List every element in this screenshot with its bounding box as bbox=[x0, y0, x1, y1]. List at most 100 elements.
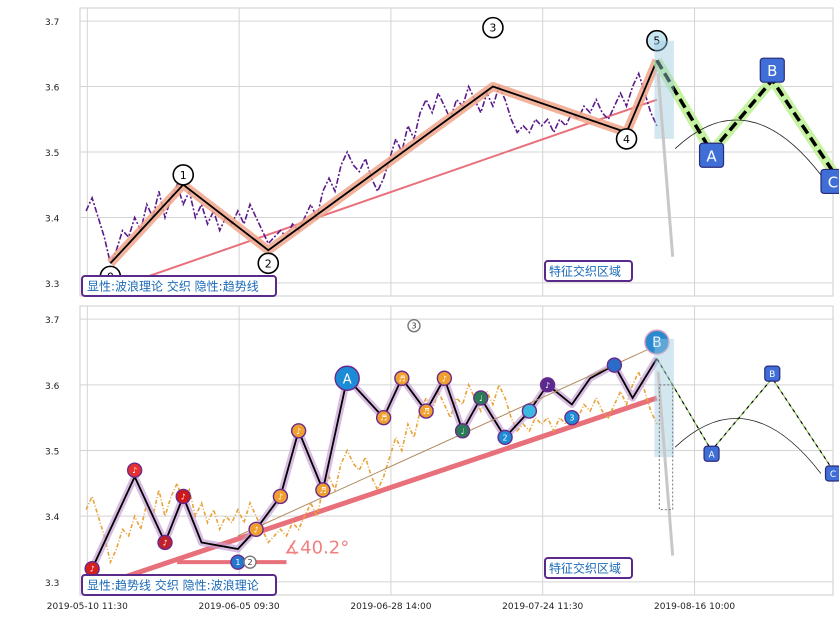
zone-label-box bbox=[544, 260, 633, 282]
zone-drop bbox=[656, 371, 675, 556]
forecast-line bbox=[655, 59, 835, 173]
wave-marker bbox=[521, 403, 538, 419]
wave-marker bbox=[646, 29, 668, 52]
forecast-label: A bbox=[706, 147, 717, 165]
marker-label: 2 bbox=[503, 433, 508, 442]
forecast-marker bbox=[759, 57, 785, 83]
trend-line bbox=[109, 395, 658, 585]
forecast-line-accent bbox=[656, 358, 834, 471]
wave-label: B bbox=[652, 335, 662, 351]
y-tick-label: 3.5 bbox=[45, 149, 59, 159]
forecast-label: B bbox=[769, 370, 775, 380]
marker-label: ♪ bbox=[442, 374, 447, 383]
legend-text: 显性:波浪理论 交织 隐性:趋势线 bbox=[87, 279, 259, 294]
wave-marker bbox=[257, 252, 280, 275]
bottom-panel: 3.3 3.4 3.5 3.6 3.7 ♪ ♪ ♪ ♪ 1 ♪ ♪ ♪ ♬ A ♬ ♬ ♬ ♪ ♩ ♩ 2 ♪ 3 2 3 B ∡40… bbox=[45, 305, 839, 596]
trend-line bbox=[110, 98, 658, 291]
y-tick-label: 3.7 bbox=[45, 18, 59, 28]
forecast-marker bbox=[703, 445, 720, 462]
zone-label: 特征交织区域 bbox=[549, 264, 621, 279]
wave-marker bbox=[243, 555, 257, 569]
wave-marker bbox=[315, 482, 331, 498]
marker-label: ♩ bbox=[479, 394, 483, 403]
fib-arc bbox=[674, 418, 822, 474]
legend-text: 显性:趋势线 交织 隐性:波浪理论 bbox=[87, 578, 259, 593]
y-tick-label: 3.5 bbox=[45, 448, 59, 458]
zone-shade bbox=[654, 40, 674, 139]
wave-marker bbox=[375, 409, 392, 426]
wave-marker bbox=[126, 462, 143, 478]
y-tick-label: 3.3 bbox=[45, 579, 59, 589]
marker-label: ♬ bbox=[319, 486, 326, 495]
wave-marker bbox=[157, 534, 173, 551]
y-tick-label: 3.6 bbox=[45, 382, 60, 392]
wave-marker bbox=[473, 390, 489, 406]
wave-marker bbox=[539, 377, 556, 393]
wave-marker bbox=[644, 329, 670, 355]
wave-marker bbox=[606, 357, 623, 373]
forecast-label: A bbox=[708, 450, 715, 460]
marker-label: ♪ bbox=[296, 427, 301, 436]
wave-marker bbox=[454, 423, 471, 439]
top-panel: 3.33.43.53.63.7012345ABC显性:波浪理论 交织 隐性:趋势… bbox=[45, 7, 839, 297]
y-tick-label: 3.3 bbox=[45, 280, 59, 290]
x-tick-label: 2019-07-24 11:30 bbox=[502, 602, 583, 612]
marker-label: ♩ bbox=[461, 427, 465, 436]
channel-upper bbox=[237, 344, 658, 537]
marker-label: ♪ bbox=[181, 492, 186, 501]
y-tick-label: 3.7 bbox=[45, 316, 59, 326]
fib-arc bbox=[674, 119, 822, 176]
wave-marker bbox=[334, 365, 360, 391]
forecast-marker bbox=[764, 365, 781, 382]
wave-label: 2 bbox=[265, 257, 272, 270]
zone-label-box bbox=[544, 557, 633, 579]
wave-label: 1 bbox=[180, 169, 187, 182]
forecast-marker bbox=[820, 168, 839, 195]
wave-marker bbox=[418, 403, 434, 419]
wave-marker bbox=[290, 423, 307, 439]
y-tick-label: 3.4 bbox=[45, 214, 60, 224]
wave-marker bbox=[436, 370, 453, 386]
forecast-label: C bbox=[828, 173, 838, 191]
legend-box bbox=[81, 275, 277, 297]
legend-box bbox=[81, 574, 277, 596]
marker-label: ♪ bbox=[254, 525, 259, 534]
wave-marker bbox=[564, 409, 580, 426]
angle-label: ∡40.2° bbox=[284, 538, 349, 559]
wave-marker bbox=[272, 488, 289, 505]
marker-label: ♬ bbox=[398, 374, 405, 383]
wave-label: 4 bbox=[623, 133, 630, 146]
forecast-marker bbox=[824, 465, 839, 482]
forecast-marker bbox=[698, 142, 725, 168]
marker-label: ♪ bbox=[278, 492, 283, 501]
zone-label: 特征交织区域 bbox=[549, 561, 621, 576]
x-tick-label: 2019-06-05 09:30 bbox=[199, 602, 280, 612]
wave-marker bbox=[172, 164, 195, 186]
forecast-label: C bbox=[830, 470, 836, 480]
y-tick-label: 3.4 bbox=[45, 513, 60, 523]
marker-label: A bbox=[343, 372, 352, 387]
marker-label: ♬ bbox=[423, 407, 430, 416]
zone-drop bbox=[656, 73, 675, 257]
wave-marker bbox=[407, 319, 421, 333]
wave-marker bbox=[497, 429, 513, 446]
marker-label: ♪ bbox=[132, 466, 137, 475]
x-tick-label: 2019-05-10 11:30 bbox=[47, 602, 128, 612]
wave-marker bbox=[615, 128, 638, 150]
marker-label: ♬ bbox=[380, 414, 387, 423]
marker-label: 3 bbox=[569, 414, 574, 423]
x-tick-label: 2019-06-28 14:00 bbox=[350, 602, 431, 612]
x-tick-label: 2019-08-16 10:00 bbox=[654, 602, 735, 612]
marker-label: ♪ bbox=[162, 538, 167, 547]
wave-marker bbox=[394, 370, 410, 386]
marker-label: 1 bbox=[235, 558, 240, 567]
wave-marker bbox=[248, 521, 264, 538]
y-tick-label: 3.6 bbox=[45, 84, 60, 94]
forecast-label: B bbox=[767, 62, 777, 80]
wave-line bbox=[109, 60, 658, 264]
wave-label: 3 bbox=[489, 22, 496, 35]
x-axis: 2019-05-10 11:30 2019-06-05 09:30 2019-06-… bbox=[47, 602, 736, 612]
wave-label: 2 bbox=[247, 558, 252, 567]
zone-box bbox=[658, 384, 674, 511]
